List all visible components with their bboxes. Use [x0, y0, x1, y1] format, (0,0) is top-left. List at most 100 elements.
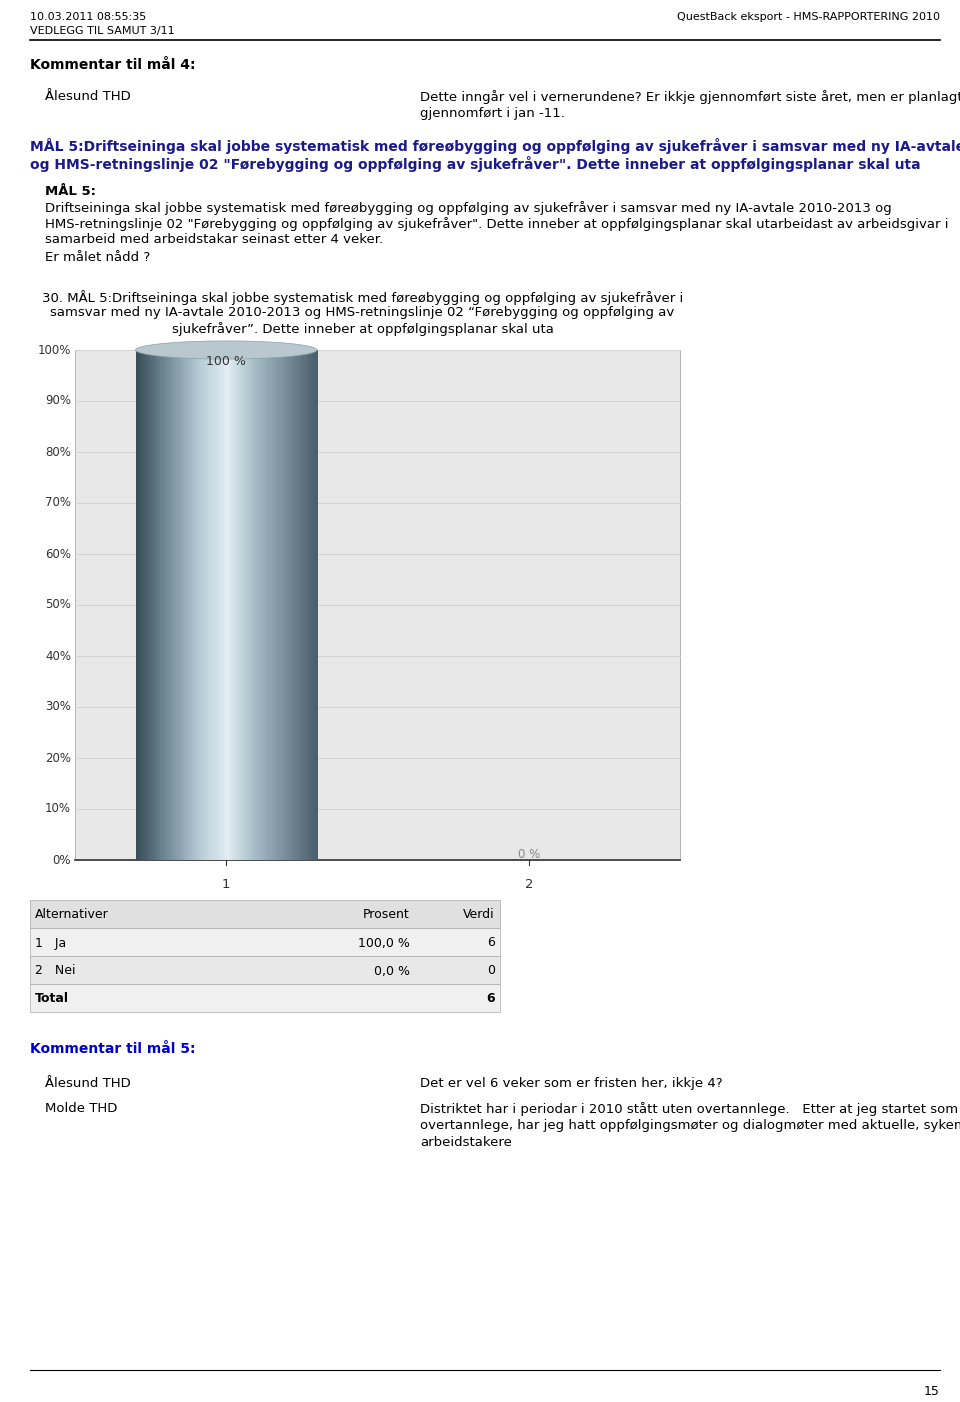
Bar: [147, 350, 150, 859]
Bar: [283, 350, 286, 859]
Bar: [149, 350, 153, 859]
Bar: [204, 350, 206, 859]
Text: 10%: 10%: [45, 802, 71, 816]
Text: QuestBack eksport - HMS-RAPPORTERING 2010: QuestBack eksport - HMS-RAPPORTERING 201…: [677, 13, 940, 22]
Text: HMS-retningslinje 02 "Førebygging og oppfølging av sjukefråver". Dette inneber a: HMS-retningslinje 02 "Førebygging og opp…: [45, 217, 948, 231]
Text: 6: 6: [487, 993, 495, 1005]
Text: 10.03.2011 08:55:35: 10.03.2011 08:55:35: [30, 13, 146, 22]
Bar: [30, 956, 500, 984]
Bar: [215, 350, 218, 859]
Text: og HMS-retningslinje 02 "Førebygging og oppfølging av sjukefråver". Dette innebe: og HMS-retningslinje 02 "Førebygging og …: [30, 156, 921, 172]
Text: 0%: 0%: [53, 854, 71, 866]
Bar: [135, 350, 138, 859]
Text: MÅL 5:Driftseininga skal jobbe systematisk med føreøbygging og oppfølging av sju: MÅL 5:Driftseininga skal jobbe systemati…: [30, 137, 960, 154]
Text: Prosent: Prosent: [363, 908, 410, 921]
Bar: [212, 350, 216, 859]
Text: 30. MÅL 5:Driftseininga skal jobbe systematisk med føreøbygging og oppfølging av: 30. MÅL 5:Driftseininga skal jobbe syste…: [42, 290, 684, 306]
Bar: [270, 350, 273, 859]
Bar: [202, 350, 204, 859]
Bar: [30, 900, 500, 928]
Text: 1: 1: [222, 878, 230, 892]
Bar: [195, 350, 198, 859]
Bar: [210, 350, 213, 859]
Bar: [208, 350, 211, 859]
Bar: [167, 350, 170, 859]
Bar: [303, 350, 306, 859]
Bar: [172, 350, 175, 859]
Text: gjennomført i jan -11.: gjennomført i jan -11.: [420, 107, 564, 121]
Text: 20%: 20%: [45, 751, 71, 764]
Text: Dette inngår vel i vernerundene? Er ikkje gjennomført siste året, men er planlag: Dette inngår vel i vernerundene? Er ikkj…: [420, 90, 960, 104]
Text: 50%: 50%: [45, 599, 71, 611]
Text: Ålesund THD: Ålesund THD: [45, 90, 131, 102]
Text: Molde THD: Molde THD: [45, 1102, 117, 1115]
Bar: [190, 350, 193, 859]
Bar: [272, 350, 275, 859]
Bar: [217, 350, 220, 859]
Bar: [308, 350, 311, 859]
Bar: [267, 350, 270, 859]
Text: Det er vel 6 veker som er fristen her, ikkje 4?: Det er vel 6 veker som er fristen her, i…: [420, 1077, 723, 1089]
Ellipse shape: [135, 341, 317, 359]
Text: 40%: 40%: [45, 649, 71, 663]
Bar: [158, 350, 161, 859]
Text: 1   Ja: 1 Ja: [35, 937, 66, 949]
Text: Kommentar til mål 5:: Kommentar til mål 5:: [30, 1042, 196, 1056]
Bar: [299, 350, 301, 859]
Bar: [174, 350, 178, 859]
Text: Alternativer: Alternativer: [35, 908, 108, 921]
Text: VEDLEGG TIL SAMUT 3/11: VEDLEGG TIL SAMUT 3/11: [30, 27, 175, 36]
Text: 0,0 %: 0,0 %: [374, 965, 410, 977]
Bar: [258, 350, 261, 859]
Text: Er målet nådd ?: Er målet nådd ?: [45, 251, 151, 264]
Bar: [290, 350, 293, 859]
Bar: [260, 350, 263, 859]
Text: 90%: 90%: [45, 394, 71, 408]
Text: 80%: 80%: [45, 446, 71, 458]
Bar: [228, 350, 231, 859]
Bar: [312, 350, 316, 859]
Bar: [249, 350, 252, 859]
Bar: [295, 350, 298, 859]
Bar: [274, 350, 277, 859]
Bar: [188, 350, 191, 859]
Text: 2   Nei: 2 Nei: [35, 965, 76, 977]
Bar: [180, 350, 184, 859]
Bar: [156, 350, 159, 859]
Bar: [30, 928, 500, 956]
Bar: [240, 350, 243, 859]
Text: 100%: 100%: [37, 343, 71, 356]
Text: 70%: 70%: [45, 496, 71, 509]
Bar: [276, 350, 279, 859]
Bar: [220, 350, 223, 859]
Text: overtannlege, har jeg hatt oppfølgingsmøter og dialogmøter med aktuelle, sykemel: overtannlege, har jeg hatt oppfølgingsmø…: [420, 1119, 960, 1131]
Bar: [199, 350, 203, 859]
Text: Driftseininga skal jobbe systematisk med føreøbygging og oppfølging av sjukefråv: Driftseininga skal jobbe systematisk med…: [45, 200, 892, 215]
Text: arbeidstakere: arbeidstakere: [420, 1136, 512, 1150]
Bar: [235, 350, 238, 859]
Text: 0: 0: [487, 965, 495, 977]
Bar: [265, 350, 268, 859]
Text: 15: 15: [924, 1385, 940, 1398]
Bar: [152, 350, 155, 859]
Bar: [230, 350, 234, 859]
Text: 2: 2: [524, 878, 533, 892]
Bar: [287, 350, 291, 859]
Bar: [192, 350, 195, 859]
Bar: [142, 350, 145, 859]
Bar: [170, 350, 173, 859]
Bar: [247, 350, 250, 859]
Bar: [30, 984, 500, 1012]
Bar: [140, 350, 143, 859]
Bar: [280, 350, 284, 859]
Bar: [145, 350, 148, 859]
Bar: [75, 350, 680, 859]
Text: 0 %: 0 %: [517, 848, 540, 861]
Bar: [305, 350, 309, 859]
Bar: [301, 350, 304, 859]
Bar: [253, 350, 256, 859]
Bar: [222, 350, 225, 859]
Bar: [262, 350, 266, 859]
Bar: [245, 350, 248, 859]
Text: samsvar med ny IA-avtale 2010-2013 og HMS-retningslinje 02 “Førebygging og oppfø: samsvar med ny IA-avtale 2010-2013 og HM…: [50, 306, 675, 320]
